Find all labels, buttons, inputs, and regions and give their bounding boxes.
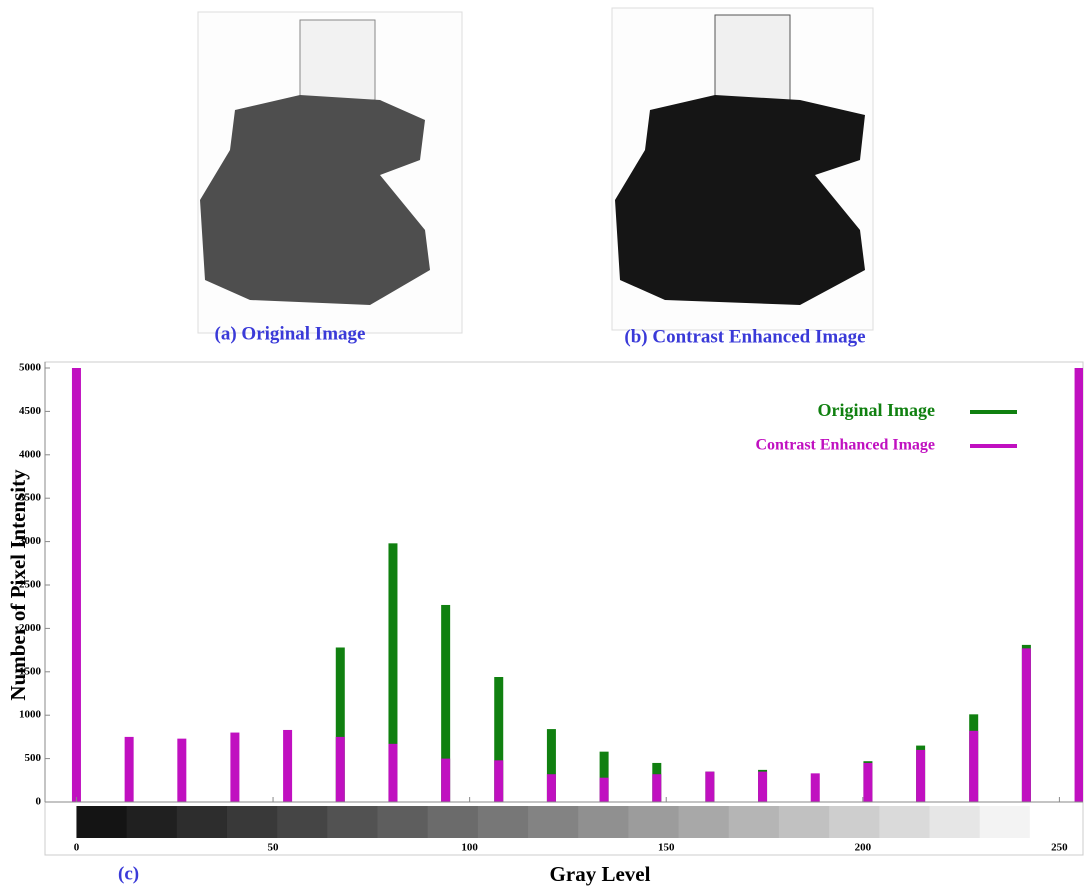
x-tick-label: 250: [1051, 842, 1068, 854]
caption: (b) Contrast Enhanced Image: [624, 326, 865, 347]
y-tick-label: 0: [36, 796, 42, 808]
legend-label: Contrast Enhanced Image: [755, 437, 935, 454]
bar: [494, 760, 503, 802]
x-tick-label: 200: [855, 842, 872, 854]
gray-strip: [76, 806, 1080, 838]
gray-swatch: [679, 806, 730, 838]
y-tick-label: 5000: [19, 362, 42, 374]
bar: [652, 774, 661, 802]
bar: [336, 737, 345, 802]
bar: [916, 750, 925, 802]
gray-swatch: [879, 806, 930, 838]
gray-swatch: [929, 806, 980, 838]
bar: [1075, 368, 1084, 802]
bar: [441, 759, 450, 802]
bar: [72, 368, 81, 802]
x-tick-label: 50: [268, 842, 280, 854]
bar: [230, 733, 239, 802]
gray-swatch: [528, 806, 579, 838]
caption: (a) Original Image: [215, 323, 366, 344]
figure: (a) Original Image (b) Contrast Enhanced…: [0, 0, 1085, 895]
bar: [1022, 648, 1031, 802]
bar: [863, 763, 872, 802]
gray-swatch: [277, 806, 328, 838]
x-tick-label: 100: [461, 842, 478, 854]
y-tick-label: 2500: [19, 579, 42, 591]
enhanced-image: [612, 8, 873, 330]
gray-swatch: [779, 806, 830, 838]
gray-swatch: [980, 806, 1031, 838]
legend-label: Original Image: [818, 400, 936, 420]
x-tick-label: 0: [74, 842, 80, 854]
gray-swatch: [1030, 806, 1081, 838]
bar: [283, 730, 292, 802]
gray-swatch: [628, 806, 679, 838]
panel-label: (c): [118, 863, 139, 884]
gray-swatch: [829, 806, 880, 838]
bar: [969, 731, 978, 802]
gray-swatch: [729, 806, 780, 838]
y-tick-label: 1000: [19, 709, 42, 721]
gray-swatch: [127, 806, 178, 838]
x-tick-label: 150: [658, 842, 675, 854]
y-tick-label: 4500: [19, 405, 42, 417]
y-tick-label: 3500: [19, 492, 42, 504]
y-tick-label: 1500: [19, 665, 42, 677]
bar: [177, 739, 186, 802]
gray-swatch: [76, 806, 127, 838]
bar: [547, 774, 556, 802]
y-tick-label: 3000: [19, 535, 42, 547]
original-image: [198, 12, 462, 333]
bar: [125, 737, 134, 802]
bars: [72, 368, 1084, 802]
bar: [388, 744, 397, 802]
y-tick-label: 2000: [19, 622, 42, 634]
gray-swatch: [378, 806, 429, 838]
bar: [811, 773, 820, 802]
gray-swatch: [578, 806, 629, 838]
gray-swatch: [227, 806, 278, 838]
x-axis-label: Gray Level: [550, 862, 651, 886]
bar: [600, 778, 609, 802]
bar: [705, 772, 714, 802]
gray-swatch: [428, 806, 479, 838]
y-tick-label: 500: [25, 752, 42, 764]
bar: [758, 772, 767, 802]
gray-swatch: [478, 806, 529, 838]
gray-swatch: [177, 806, 228, 838]
y-tick-label: 4000: [19, 448, 42, 460]
gray-swatch: [327, 806, 378, 838]
